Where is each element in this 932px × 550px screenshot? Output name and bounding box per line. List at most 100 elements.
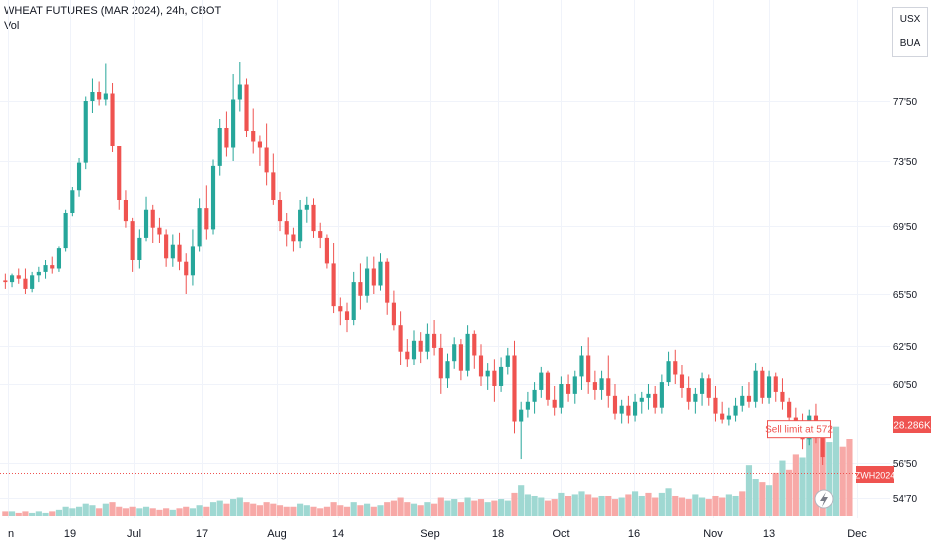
volume-bar bbox=[625, 494, 632, 516]
candle bbox=[271, 153, 276, 205]
candle-body bbox=[619, 405, 624, 414]
candle bbox=[606, 355, 611, 408]
candle bbox=[753, 363, 758, 408]
candle-body bbox=[753, 370, 758, 402]
candle-body bbox=[780, 391, 785, 402]
candle-body bbox=[545, 372, 551, 400]
volume-bar bbox=[136, 508, 143, 516]
candle-body bbox=[586, 355, 591, 383]
volume-bar bbox=[611, 499, 619, 516]
volume-bar bbox=[29, 512, 36, 516]
candle bbox=[190, 229, 196, 286]
candle-body bbox=[103, 93, 108, 100]
volume-bar bbox=[705, 499, 712, 516]
candle bbox=[485, 363, 490, 390]
volume-bar bbox=[732, 495, 739, 516]
candle-body bbox=[291, 234, 296, 242]
candle-body bbox=[351, 282, 356, 320]
candle bbox=[157, 217, 162, 243]
candle-body bbox=[458, 344, 463, 371]
candle-body bbox=[358, 282, 363, 296]
candle bbox=[117, 146, 122, 210]
candle bbox=[465, 325, 470, 377]
volume-bar bbox=[571, 494, 578, 516]
unit-button[interactable]: BUA bbox=[892, 32, 928, 57]
volume-bar bbox=[585, 494, 592, 516]
volume-bar bbox=[672, 495, 679, 516]
candle-body bbox=[592, 382, 597, 390]
volume-bar bbox=[276, 505, 284, 516]
lightning-icon-bolt bbox=[820, 492, 828, 507]
candle-body bbox=[90, 92, 95, 101]
volume-bar bbox=[772, 472, 779, 516]
volume-bar bbox=[263, 502, 270, 516]
volume-bar bbox=[62, 506, 69, 516]
candle-body bbox=[532, 389, 537, 402]
candle bbox=[746, 382, 752, 408]
candle-body bbox=[237, 84, 242, 100]
price-tick-label: 60'50 bbox=[893, 380, 918, 391]
candle bbox=[70, 187, 75, 217]
candle-body bbox=[646, 393, 651, 398]
volume-bar bbox=[75, 506, 83, 516]
volume-bar bbox=[142, 506, 150, 516]
volume-bar bbox=[544, 500, 552, 516]
volume-bar bbox=[591, 497, 598, 516]
volume-bar bbox=[149, 508, 156, 516]
candle-body bbox=[579, 355, 584, 377]
time-tick-label: Sep bbox=[420, 528, 440, 540]
candle-body bbox=[706, 378, 711, 398]
candle-body bbox=[70, 190, 75, 213]
candle bbox=[492, 359, 497, 402]
candle-body bbox=[190, 246, 196, 276]
candle bbox=[559, 376, 564, 414]
candle bbox=[378, 253, 383, 291]
volume-bar bbox=[169, 509, 176, 516]
candle bbox=[130, 217, 135, 272]
candle-body bbox=[371, 268, 376, 286]
volume-bar bbox=[176, 508, 183, 516]
volume-bar bbox=[122, 508, 130, 516]
candle-body bbox=[331, 263, 336, 307]
volume-bar bbox=[518, 485, 525, 516]
volume-bar bbox=[638, 495, 645, 516]
candle-body bbox=[432, 333, 437, 348]
candle-body bbox=[787, 401, 792, 418]
volume-bar bbox=[350, 502, 357, 516]
candle bbox=[391, 290, 396, 331]
volume-bar bbox=[799, 457, 806, 516]
candle-body bbox=[766, 376, 772, 398]
candle-body bbox=[271, 172, 276, 200]
candle bbox=[405, 339, 410, 367]
volume-bar bbox=[712, 495, 719, 516]
candle bbox=[30, 271, 35, 293]
symbol-title[interactable]: WHEAT FUTURES (MAR 2024), 24h, CBOT bbox=[4, 5, 222, 17]
candle-body bbox=[499, 366, 504, 386]
volume-bar bbox=[203, 506, 210, 516]
volume-bar bbox=[384, 502, 391, 516]
volume-bar bbox=[457, 502, 464, 516]
sell-limit-order: Sell limit at 572 bbox=[765, 420, 833, 439]
volume-bar bbox=[109, 502, 116, 516]
candle-body bbox=[679, 374, 685, 388]
candle bbox=[612, 384, 618, 420]
volume-bar bbox=[464, 497, 471, 516]
candle bbox=[344, 302, 350, 333]
volume-bar bbox=[765, 485, 773, 516]
candle-body bbox=[425, 333, 430, 352]
volume-bar bbox=[15, 512, 22, 516]
candle-body bbox=[244, 84, 249, 131]
volume-bar bbox=[437, 497, 444, 516]
volume-bar bbox=[826, 442, 833, 516]
volume-bar bbox=[243, 502, 250, 516]
currency-button[interactable]: USX bbox=[892, 7, 928, 32]
candle bbox=[438, 333, 443, 394]
volume-label[interactable]: Vol bbox=[4, 20, 20, 32]
price-tick-label: 77'50 bbox=[893, 97, 918, 108]
candle bbox=[452, 337, 457, 369]
volume-bar bbox=[665, 488, 672, 516]
candle-body bbox=[666, 361, 671, 383]
candle-body bbox=[324, 237, 329, 264]
volume-bar bbox=[317, 508, 324, 516]
